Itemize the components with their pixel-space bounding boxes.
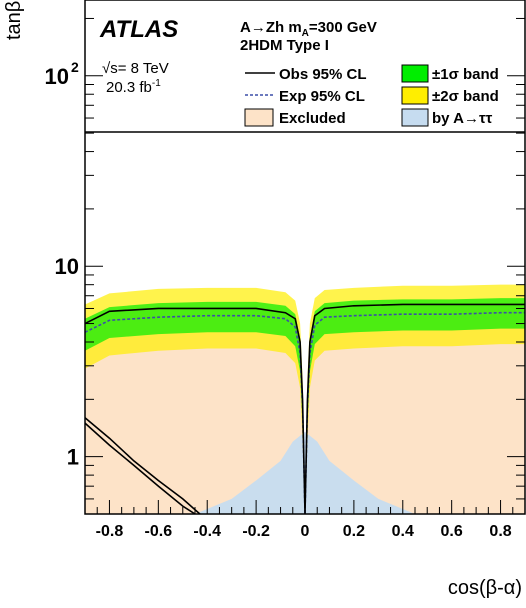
x-tick-label: -0.2	[242, 523, 270, 540]
band-2sigma	[85, 284, 525, 514]
x-tick-label: 0.4	[392, 523, 414, 540]
lower-left-excluded	[85, 417, 200, 514]
x-tick-label: -0.6	[145, 523, 173, 540]
y-tick-label-100-exp: 2	[71, 59, 79, 75]
y-tick-label-1: 1	[67, 445, 79, 470]
process-sub: A	[302, 28, 309, 39]
x-tick-label: 0	[301, 523, 310, 540]
legend-box	[85, 0, 525, 132]
lumi-exp: -1	[152, 78, 161, 89]
y-axis-title: tanβ	[3, 1, 25, 40]
legend-1sigma-swatch	[401, 64, 429, 83]
excluded-region	[85, 304, 525, 514]
x-tick-label: -0.8	[96, 523, 124, 540]
process-text: A→Zh m	[240, 19, 302, 36]
x-tick-label: -0.4	[193, 523, 221, 540]
legend-2sigma-swatch	[401, 86, 429, 105]
energy-text: = 8 TeV	[118, 60, 169, 77]
legend-excluded-swatch	[244, 108, 274, 127]
obs-lower-left-line	[84, 422, 196, 515]
y-tick-label-100: 10	[45, 64, 69, 89]
exp-lower-left-line	[84, 417, 201, 515]
legend-excluded-label: Excluded	[279, 110, 346, 127]
legend-obs-label: Obs 95% CL	[279, 66, 367, 83]
x-tick-label: 0.6	[441, 523, 463, 540]
x-axis-title: cos(β-α)	[448, 577, 522, 599]
x-tick-label: 0.8	[489, 523, 511, 540]
tautau-region	[195, 431, 415, 514]
y-tick-label-10: 10	[55, 254, 79, 279]
process-mass: =300 GeV	[309, 19, 377, 36]
energy-label: √s= 8 TeV	[102, 60, 169, 77]
exp-line	[84, 311, 525, 515]
legend: Obs 95% CL Exp 95% CL Excluded ±1σ band …	[244, 64, 499, 127]
legend-tautau-swatch	[401, 108, 429, 127]
legend-exp-label: Exp 95% CL	[279, 88, 365, 105]
atlas-label: ATLAS	[99, 16, 178, 43]
sqrt-s: √s	[102, 60, 118, 77]
x-tick-label: 0.2	[343, 523, 365, 540]
legend-tautau-label: by A→ττ	[432, 110, 493, 127]
process-label: A→Zh mA=300 GeV	[240, 19, 377, 39]
legend-2sigma-label: ±2σ band	[432, 88, 499, 105]
lumi-label: 20.3 fb-1	[106, 78, 161, 96]
model-label: 2HDM Type I	[240, 37, 329, 54]
legend-1sigma-label: ±1σ band	[432, 66, 499, 83]
lumi-text: 20.3 fb	[106, 79, 152, 96]
